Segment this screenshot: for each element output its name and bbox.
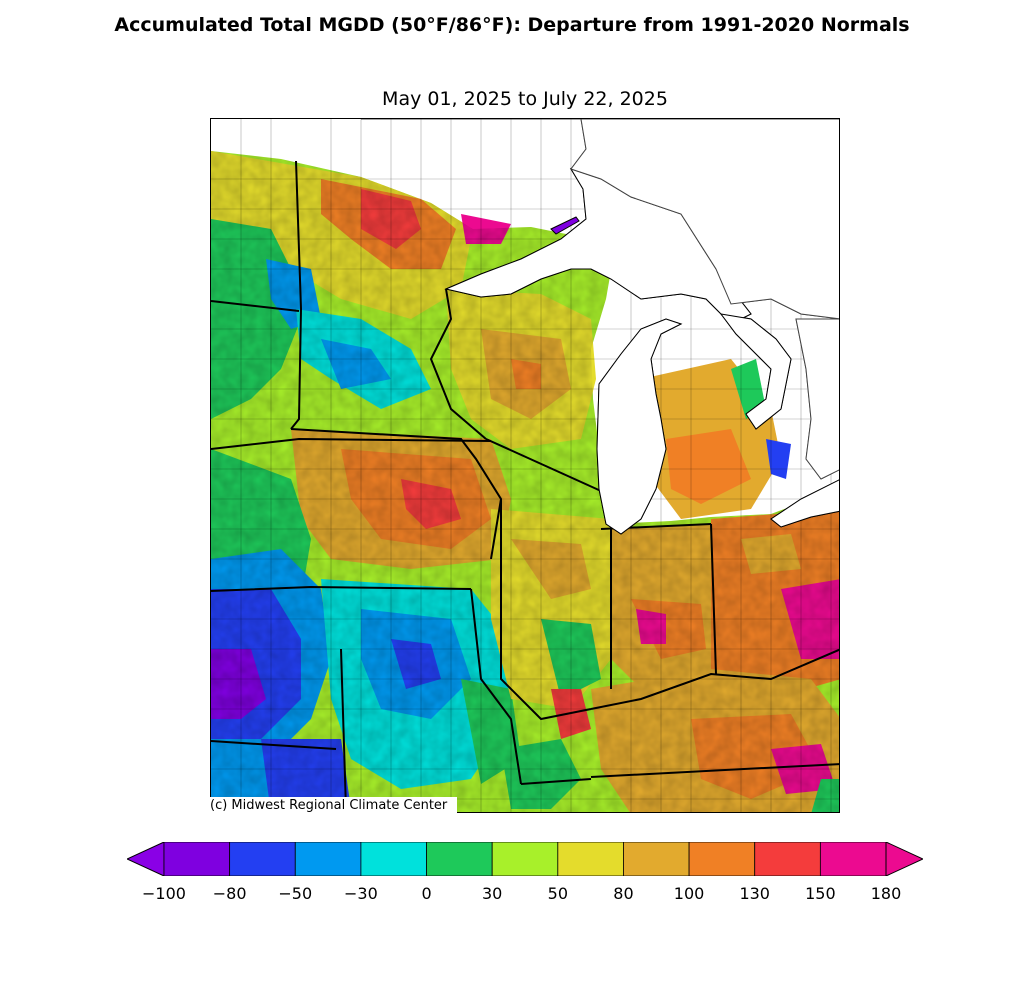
colorbar-bin bbox=[294, 842, 362, 876]
colorbar-tick-label: 50 bbox=[547, 884, 568, 903]
colorbar-tick-label: −30 bbox=[344, 884, 378, 903]
colorbar-tick-label: 130 bbox=[739, 884, 770, 903]
colorbar-bin bbox=[229, 842, 296, 876]
isle-royale bbox=[550, 216, 580, 235]
texture-overlay bbox=[211, 151, 839, 812]
colorbar-bin bbox=[491, 842, 559, 876]
colorbar-over-arrow bbox=[885, 842, 923, 876]
colorbar-bin bbox=[688, 842, 756, 876]
colorbar-bin bbox=[557, 842, 624, 876]
departure-map bbox=[210, 118, 840, 813]
colorbar-under-arrow bbox=[127, 842, 165, 876]
colorbar-tick-label: −80 bbox=[212, 884, 247, 903]
colorbar bbox=[127, 842, 923, 876]
credit-label: (c) Midwest Regional Climate Center bbox=[210, 797, 458, 814]
map-title: Accumulated Total MGDD (50°F/86°F): Depa… bbox=[114, 14, 910, 36]
colorbar-tick-label: 100 bbox=[673, 884, 705, 903]
state-borders bbox=[211, 160, 839, 810]
colorbar-tick-label: −50 bbox=[278, 884, 313, 903]
colorbar-tick-label: 0 bbox=[421, 884, 432, 903]
colorbar-bin bbox=[623, 842, 690, 876]
date-range-subtitle: May 01, 2025 to July 22, 2025 bbox=[382, 88, 668, 110]
colorbar-bin bbox=[819, 842, 887, 876]
colorbar-bin bbox=[754, 842, 821, 876]
colorbar-tick-label: 30 bbox=[481, 884, 503, 903]
colorbar-tick-label: 80 bbox=[613, 884, 634, 903]
colorbar-bin bbox=[360, 842, 427, 876]
colorbar-tick-label: 150 bbox=[805, 884, 836, 903]
colorbar-tick-label: 180 bbox=[870, 884, 902, 903]
map-canvas bbox=[211, 119, 839, 812]
colorbar-bin bbox=[163, 842, 231, 876]
colorbar-bin bbox=[426, 842, 493, 876]
colorbar-tick-labels: −100 −80 −50 −30 0 30 50 80 100 130 150 180 bbox=[0, 884, 1024, 906]
colorbar-tick-label: −100 bbox=[142, 884, 186, 903]
